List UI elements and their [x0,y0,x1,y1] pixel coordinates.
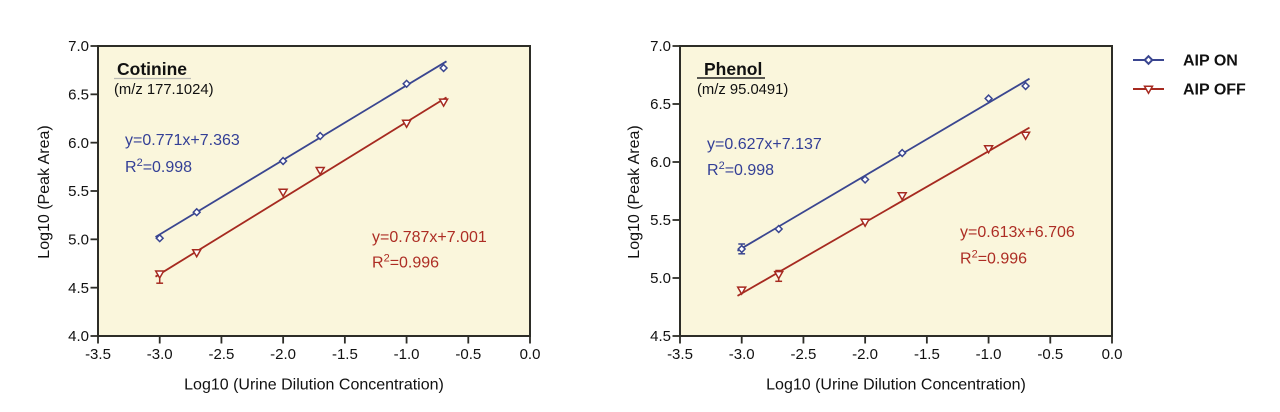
svg-text:-3.0: -3.0 [729,346,755,363]
svg-text:R2=0.996: R2=0.996 [960,249,1027,268]
svg-text:Log10 (Peak Area): Log10 (Peak Area) [626,125,643,258]
svg-text:y=0.787x+7.001: y=0.787x+7.001 [372,229,487,246]
svg-text:Phenol: Phenol [704,59,762,79]
svg-text:-0.5: -0.5 [1037,346,1063,363]
svg-text:y=0.771x+7.363: y=0.771x+7.363 [125,132,240,149]
svg-text:(m/z 95.0491): (m/z 95.0491) [697,82,788,98]
svg-text:6.0: 6.0 [650,154,671,171]
svg-text:5.5: 5.5 [650,212,671,229]
svg-text:4.0: 4.0 [68,328,89,345]
svg-text:-1.0: -1.0 [394,346,420,363]
svg-text:5.0: 5.0 [68,232,89,249]
svg-text:0.0: 0.0 [1102,346,1123,363]
svg-text:Log10 (Peak Area): Log10 (Peak Area) [36,125,53,258]
svg-text:6.5: 6.5 [68,87,89,104]
svg-text:-1.5: -1.5 [914,346,940,363]
svg-text:R2=0.998: R2=0.998 [707,160,774,179]
svg-text:R2=0.996: R2=0.996 [372,253,439,272]
svg-text:y=0.627x+7.137: y=0.627x+7.137 [707,136,822,153]
svg-text:-3.0: -3.0 [147,346,173,363]
svg-text:4.5: 4.5 [650,328,671,345]
svg-text:-3.5: -3.5 [85,346,111,363]
svg-text:y=0.613x+6.706: y=0.613x+6.706 [960,224,1075,241]
svg-text:7.0: 7.0 [68,38,89,55]
svg-text:-2.0: -2.0 [270,346,296,363]
svg-text:-2.0: -2.0 [852,346,878,363]
svg-text:-2.5: -2.5 [208,346,234,363]
svg-text:Cotinine: Cotinine [117,59,187,79]
svg-text:R2=0.998: R2=0.998 [125,157,192,176]
svg-text:5.0: 5.0 [650,270,671,287]
svg-text:(m/z 177.1024): (m/z 177.1024) [114,82,214,98]
svg-text:-1.0: -1.0 [976,346,1002,363]
svg-text:5.5: 5.5 [68,183,89,200]
svg-text:6.0: 6.0 [68,135,89,152]
svg-text:Log10 (Urine Dilution Concentr: Log10 (Urine Dilution Concentration) [766,377,1026,394]
svg-text:AIP OFF: AIP OFF [1183,82,1246,99]
svg-text:-3.5: -3.5 [667,346,693,363]
svg-text:4.5: 4.5 [68,280,89,297]
svg-text:Log10 (Urine Dilution Concentr: Log10 (Urine Dilution Concentration) [184,377,444,394]
svg-text:-2.5: -2.5 [790,346,816,363]
svg-text:7.0: 7.0 [650,38,671,55]
svg-text:-1.5: -1.5 [332,346,358,363]
svg-text:0.0: 0.0 [520,346,541,363]
svg-text:AIP ON: AIP ON [1183,53,1238,70]
svg-text:-0.5: -0.5 [455,346,481,363]
svg-text:6.5: 6.5 [650,96,671,113]
